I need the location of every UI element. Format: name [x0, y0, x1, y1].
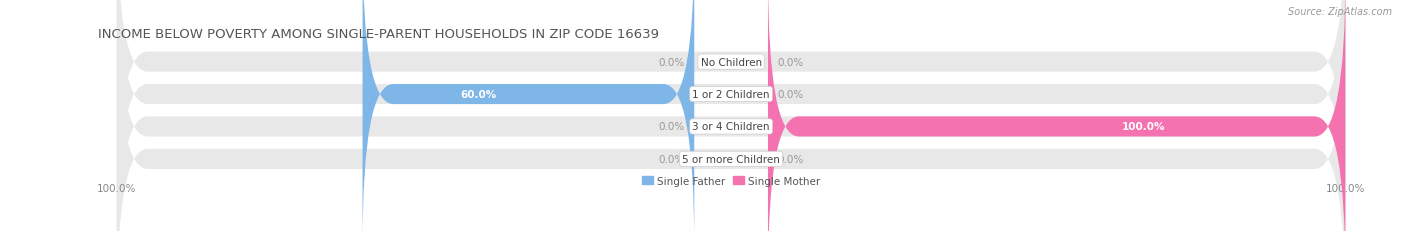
- FancyBboxPatch shape: [117, 0, 1346, 214]
- Text: INCOME BELOW POVERTY AMONG SINGLE-PARENT HOUSEHOLDS IN ZIP CODE 16639: INCOME BELOW POVERTY AMONG SINGLE-PARENT…: [98, 28, 659, 41]
- Text: 5 or more Children: 5 or more Children: [682, 154, 780, 164]
- Text: 3 or 4 Children: 3 or 4 Children: [692, 122, 770, 132]
- Text: 0.0%: 0.0%: [778, 154, 803, 164]
- Text: No Children: No Children: [700, 57, 762, 67]
- Text: Source: ZipAtlas.com: Source: ZipAtlas.com: [1288, 7, 1392, 17]
- Text: 0.0%: 0.0%: [659, 57, 685, 67]
- Legend: Single Father, Single Mother: Single Father, Single Mother: [643, 176, 820, 186]
- FancyBboxPatch shape: [117, 0, 1346, 231]
- Text: 0.0%: 0.0%: [778, 57, 803, 67]
- FancyBboxPatch shape: [117, 0, 1346, 231]
- Text: 0.0%: 0.0%: [778, 90, 803, 100]
- FancyBboxPatch shape: [363, 0, 695, 231]
- Text: 100.0%: 100.0%: [1122, 122, 1166, 132]
- Text: 0.0%: 0.0%: [659, 154, 685, 164]
- Text: 0.0%: 0.0%: [659, 122, 685, 132]
- FancyBboxPatch shape: [117, 8, 1346, 231]
- Text: 60.0%: 60.0%: [461, 90, 496, 100]
- Text: 1 or 2 Children: 1 or 2 Children: [692, 90, 770, 100]
- FancyBboxPatch shape: [768, 0, 1346, 231]
